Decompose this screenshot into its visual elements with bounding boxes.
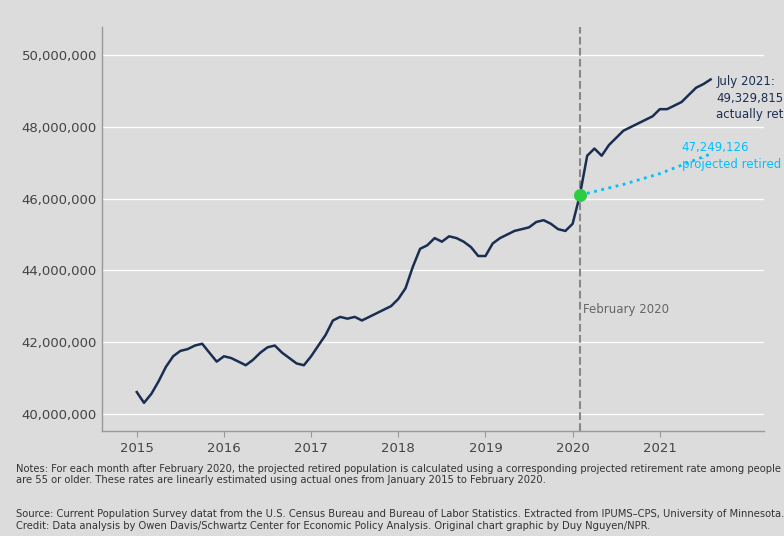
Point — [574, 191, 586, 199]
Text: Source: Current Population Survey datat from the U.S. Census Bureau and Bureau o: Source: Current Population Survey datat … — [16, 509, 784, 531]
Text: July 2021:
49,329,815
actually retired: July 2021: 49,329,815 actually retired — [717, 75, 784, 121]
Text: 47,249,126
projected retired: 47,249,126 projected retired — [681, 142, 781, 171]
Text: February 2020: February 2020 — [583, 302, 670, 316]
Text: Notes: For each month after February 2020, the projected retired population is c: Notes: For each month after February 202… — [16, 464, 784, 485]
